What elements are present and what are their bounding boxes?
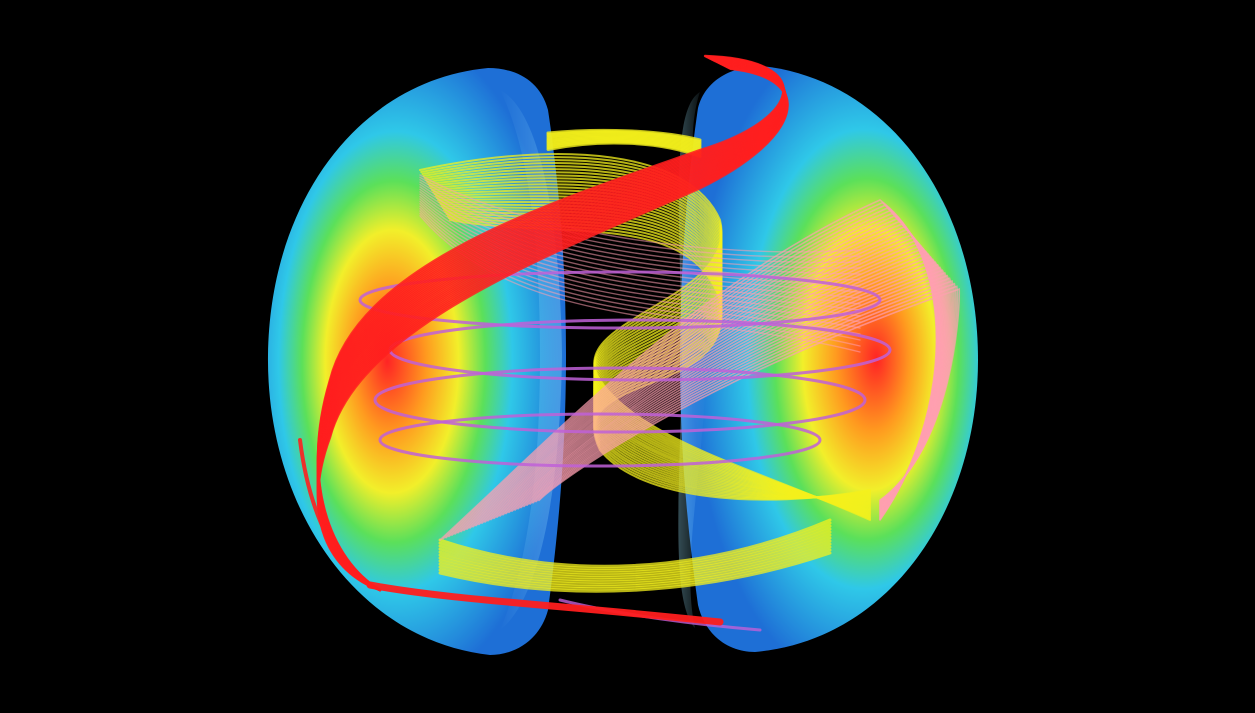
field-line-violet-loop bbox=[378, 412, 822, 468]
field-line-yellow bbox=[422, 162, 871, 518]
field-line-yellow bbox=[419, 153, 871, 521]
field-line-yellow-bottom bbox=[438, 518, 832, 568]
field-line-yellow-bottom bbox=[438, 533, 832, 580]
field-line-pink-upper bbox=[419, 198, 861, 311]
field-line-bundle-pink bbox=[419, 174, 961, 541]
field-line-pink-upper bbox=[419, 181, 861, 269]
field-line-pink-upper bbox=[419, 183, 861, 275]
field-line-pink-upper bbox=[419, 179, 861, 264]
field-line-yellow-bottom bbox=[438, 524, 832, 573]
plasma-cross-section-right bbox=[680, 66, 978, 652]
field-line-pink-upper bbox=[419, 200, 861, 317]
field-line-yellow bbox=[420, 156, 871, 520]
field-line-yellow bbox=[423, 165, 871, 517]
field-line-violet-loop bbox=[388, 318, 892, 382]
field-line-pink-upper bbox=[419, 195, 861, 305]
field-line-yellow-bottom bbox=[438, 527, 832, 575]
field-line-pink-upper bbox=[419, 186, 861, 281]
field-line-yellow-bottom bbox=[438, 539, 832, 584]
field-line-yellow-bottom bbox=[438, 521, 832, 571]
field-line-yellow-bottom bbox=[438, 548, 832, 591]
field-line-yellow-bottom bbox=[438, 545, 832, 589]
field-line-red-bottom bbox=[366, 581, 724, 626]
field-line-pink-upper bbox=[419, 176, 861, 258]
field-line-yellow-bottom bbox=[438, 542, 832, 586]
field-line-yellow-bottom bbox=[438, 530, 832, 577]
field-line-yellow-bottom bbox=[438, 536, 832, 582]
field-line-pink-upper bbox=[419, 174, 861, 253]
field-line-pink-upper bbox=[419, 191, 861, 293]
field-line-red-edge bbox=[298, 438, 372, 587]
field-line-pink-upper bbox=[419, 188, 861, 287]
field-line-bundle-red bbox=[298, 54, 789, 626]
field-line-violet-loop bbox=[373, 366, 867, 434]
field-line-yellow-top bbox=[546, 141, 702, 158]
field-line-pink-upper bbox=[419, 203, 861, 323]
field-line-yellow-bottom bbox=[438, 551, 832, 593]
